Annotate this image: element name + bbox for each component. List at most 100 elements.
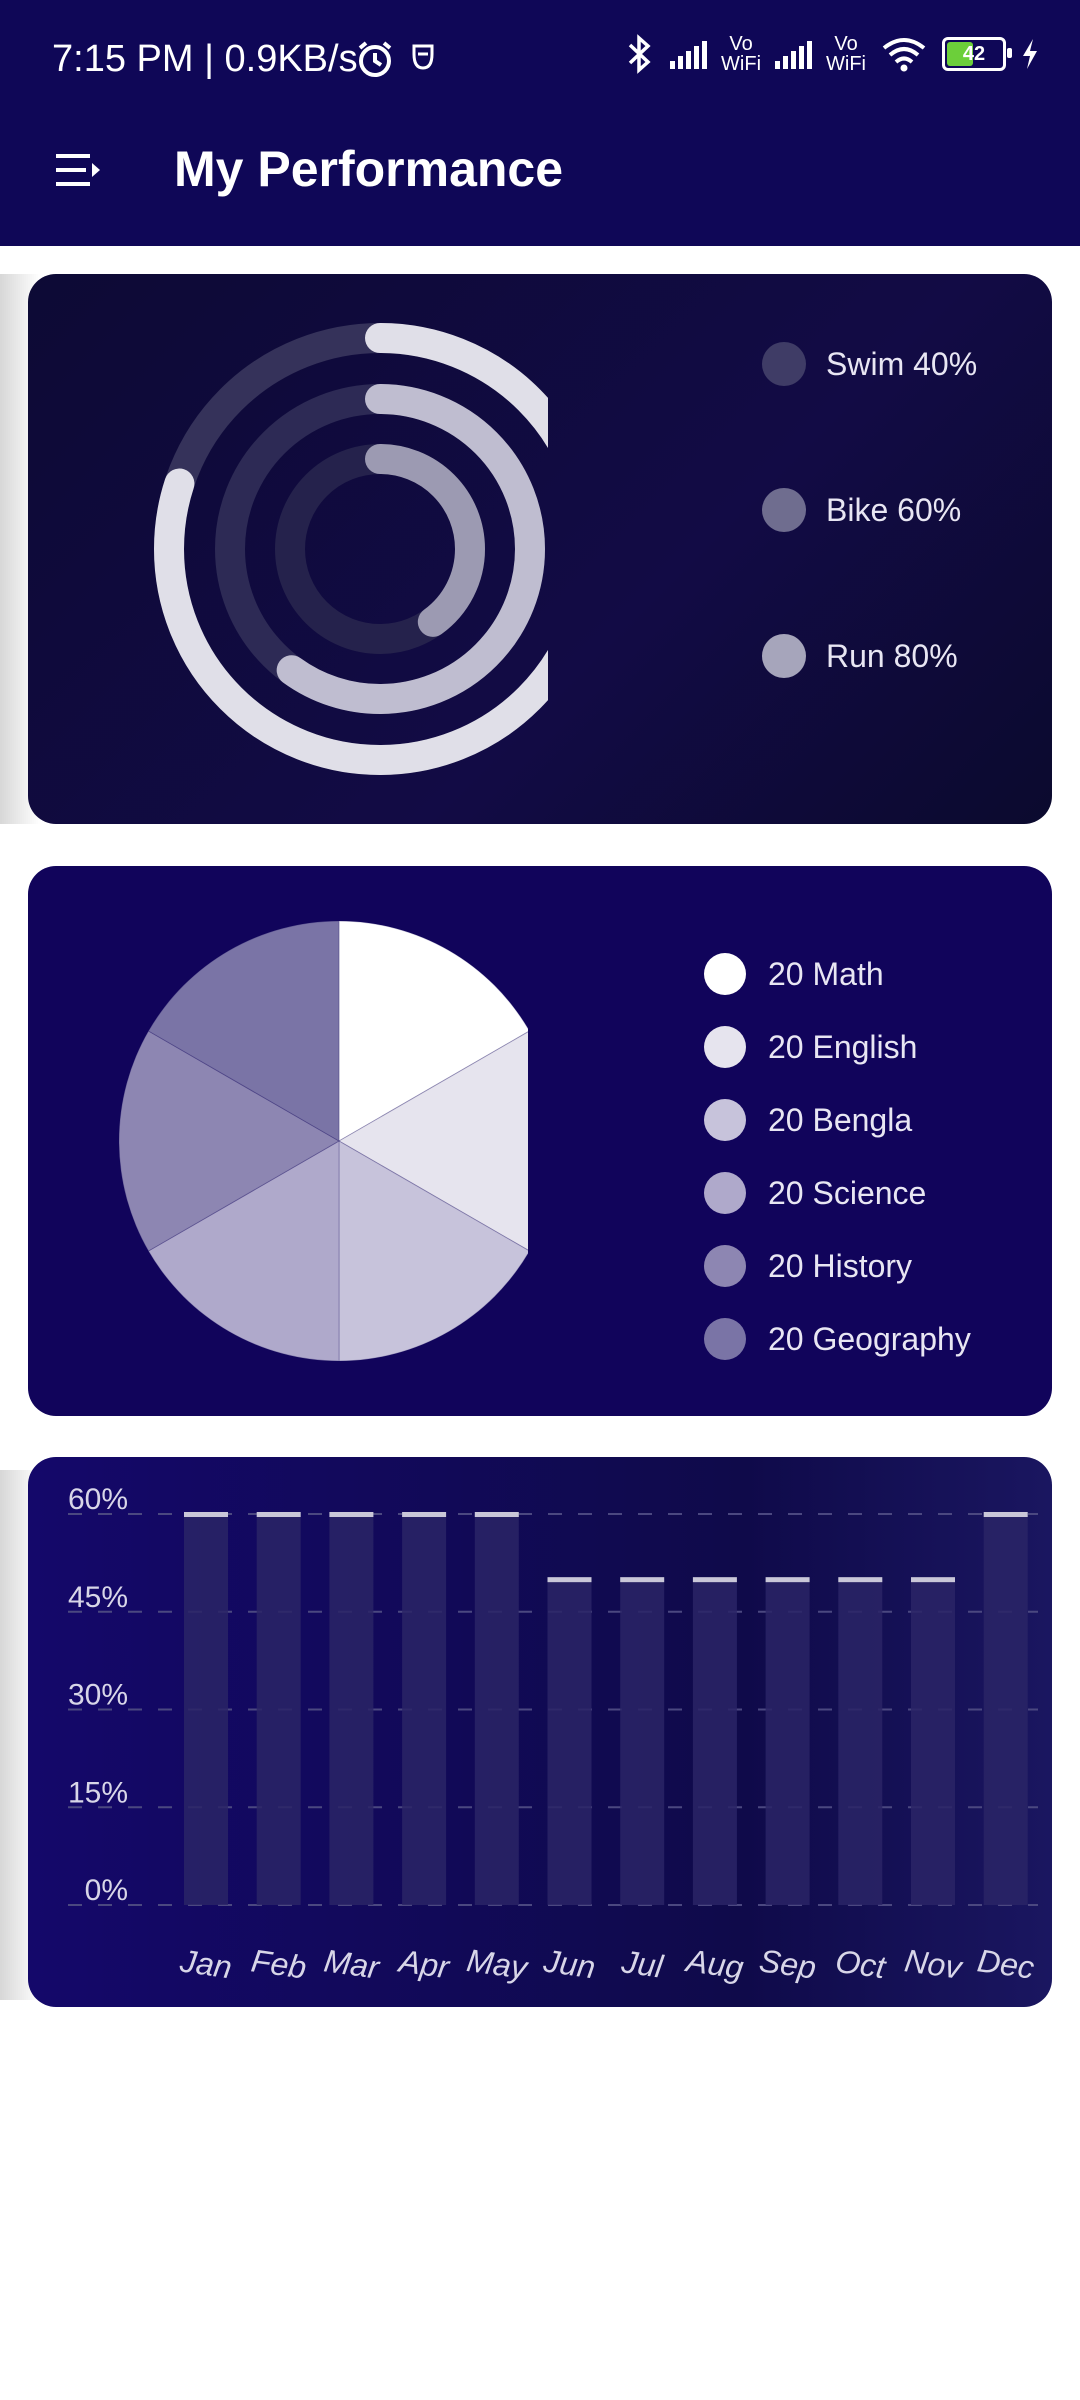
page-title: My Performance bbox=[174, 141, 564, 197]
pie-legend-item: 20 English bbox=[704, 1026, 917, 1068]
legend-label: 20 Bengla bbox=[768, 1101, 913, 1138]
legend-label: Run 80% bbox=[826, 637, 958, 674]
x-tick-label: Nov bbox=[902, 1942, 965, 1986]
bar-cap bbox=[256, 1512, 301, 1517]
x-tick-label: Sep bbox=[757, 1942, 818, 1986]
ring-arc bbox=[215, 384, 545, 714]
ring-arc bbox=[275, 444, 485, 654]
pie-slice bbox=[147, 920, 340, 1142]
signal-icon-2 bbox=[775, 39, 813, 69]
subjects-pie-card: 20 Math 20 English 20 Bengla 20 Science 20 H… bbox=[28, 866, 1052, 1416]
x-tick-label: Mar bbox=[322, 1942, 383, 1986]
signal-icon-1 bbox=[670, 39, 708, 69]
battery-level: 42 bbox=[962, 42, 986, 65]
y-tick-label: 15% bbox=[68, 1776, 128, 1809]
legend-dot bbox=[704, 1099, 746, 1141]
wifi-icon bbox=[882, 38, 926, 72]
bar bbox=[184, 1514, 228, 1905]
vowifi-label-2: Vo WiFi bbox=[826, 33, 866, 75]
ring-legend-item: Run 80% bbox=[762, 634, 958, 678]
battery-icon: 42 bbox=[942, 37, 1012, 71]
bar bbox=[838, 1579, 883, 1905]
pie-slice bbox=[337, 1031, 528, 1251]
bar-cap bbox=[620, 1577, 665, 1583]
pie-slice bbox=[118, 1030, 341, 1252]
menu-icon bbox=[56, 154, 100, 186]
status-icons: Vo WiFi Vo WiFi 42 bbox=[622, 34, 1040, 74]
bar-cap bbox=[402, 1512, 447, 1517]
bar bbox=[256, 1514, 301, 1905]
pie-legend-item: 20 Bengla bbox=[704, 1099, 912, 1141]
monthly-bar-chart: 0% 15% 30% 45% 60% Jan Feb Mar Apr May Jun Jul Aug Se… bbox=[68, 1483, 1038, 1986]
x-tick-label: Jan bbox=[177, 1942, 234, 1985]
bar bbox=[402, 1514, 447, 1905]
bar-cap bbox=[838, 1577, 883, 1583]
charging-icon bbox=[1023, 39, 1037, 69]
bar bbox=[765, 1579, 810, 1905]
app-bar: 7:15 PM | 0.9KB/s Vo WiFi Vo WiFi 42 My Pe… bbox=[0, 0, 1080, 246]
bar bbox=[620, 1579, 665, 1905]
x-tick-label: Jul bbox=[619, 1943, 666, 1985]
pie-legend-item: 20 Math bbox=[704, 953, 884, 995]
bar-cap bbox=[184, 1512, 228, 1517]
legend-label: 20 History bbox=[768, 1247, 913, 1284]
legend-dot bbox=[704, 1245, 746, 1287]
legend-dot bbox=[762, 488, 806, 532]
ring-legend-item: Swim 40% bbox=[762, 342, 977, 386]
monthly-bar-card: 0% 15% 30% 45% 60% Jan Feb Mar Apr May Jun Jul Aug Se… bbox=[28, 1457, 1052, 2007]
legend-label: Bike 60% bbox=[826, 491, 962, 528]
y-tick-label: 45% bbox=[68, 1581, 128, 1614]
legend-dot bbox=[704, 953, 746, 995]
ring-arc bbox=[154, 323, 548, 775]
legend-dot bbox=[762, 634, 806, 678]
bluetooth-icon bbox=[628, 34, 651, 74]
legend-label: Swim 40% bbox=[826, 345, 978, 382]
legend-label: 20 English bbox=[768, 1028, 918, 1065]
bar bbox=[547, 1579, 592, 1905]
pie-slice bbox=[338, 920, 528, 1142]
bar bbox=[911, 1579, 955, 1905]
pie-slice bbox=[147, 1140, 340, 1362]
activity-rings-chart bbox=[154, 323, 548, 775]
legend-dot bbox=[704, 1318, 746, 1360]
subjects-pie-chart bbox=[118, 920, 528, 1362]
x-tick-label: Aug bbox=[682, 1942, 746, 1986]
ring-legend-item: Bike 60% bbox=[762, 488, 961, 532]
legend-dot bbox=[704, 1026, 746, 1068]
legend-dot bbox=[762, 342, 806, 386]
menu-button[interactable] bbox=[48, 140, 108, 200]
y-tick-label: 60% bbox=[68, 1483, 128, 1516]
status-time: 7:15 PM | 0.9KB/s bbox=[52, 38, 358, 80]
x-tick-label: Dec bbox=[975, 1942, 1036, 1986]
bar-cap bbox=[911, 1577, 955, 1583]
x-tick-label: Apr bbox=[395, 1942, 453, 1985]
bar bbox=[329, 1514, 374, 1905]
bar bbox=[692, 1579, 737, 1905]
pie-legend-item: 20 Geography bbox=[704, 1318, 971, 1360]
bar bbox=[474, 1514, 519, 1905]
x-tick-label: Jun bbox=[541, 1942, 598, 1985]
activity-rings-card: Swim 40% Bike 60% Run 80% bbox=[28, 274, 1052, 824]
bar-cap bbox=[765, 1577, 810, 1583]
y-tick-label: 0% bbox=[85, 1874, 128, 1907]
x-tick-label: Oct bbox=[833, 1943, 888, 1986]
legend-label: 20 Science bbox=[768, 1174, 927, 1211]
pie-slice bbox=[338, 1140, 528, 1362]
bar-cap bbox=[474, 1512, 519, 1517]
bar-cap bbox=[692, 1577, 737, 1583]
notification-icon bbox=[408, 40, 438, 81]
y-tick-label: 30% bbox=[68, 1679, 128, 1712]
bar-cap bbox=[329, 1512, 374, 1517]
legend-label: 20 Math bbox=[768, 955, 884, 992]
bar bbox=[983, 1514, 1028, 1905]
x-tick-label: May bbox=[465, 1942, 532, 1986]
bar-cap bbox=[547, 1577, 592, 1583]
pie-legend-item: 20 History bbox=[704, 1245, 912, 1287]
alarm-icon bbox=[354, 38, 396, 85]
legend-label: 20 Geography bbox=[768, 1320, 971, 1357]
vowifi-label-1: Vo WiFi bbox=[721, 33, 762, 75]
x-tick-label: Feb bbox=[249, 1942, 309, 1985]
pie-legend-item: 20 Science bbox=[704, 1172, 926, 1214]
bar-cap bbox=[983, 1512, 1028, 1517]
legend-dot bbox=[704, 1172, 746, 1214]
